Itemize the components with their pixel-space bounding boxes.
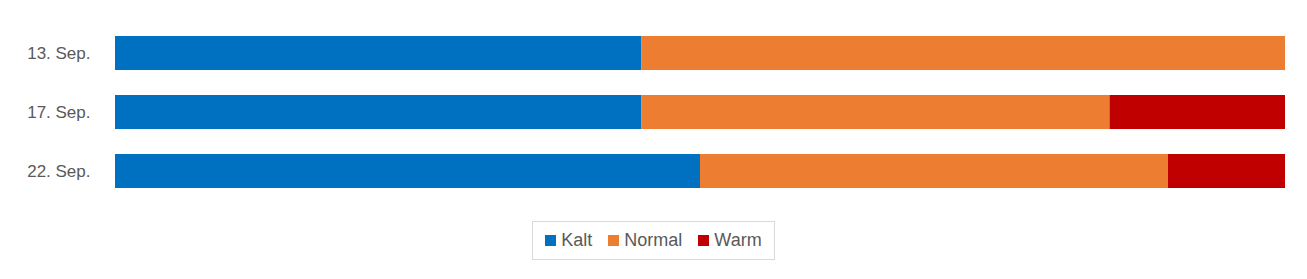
svg-text:13. Sep.: 13. Sep. [27,44,90,63]
html-text:Normal: Normal [624,230,683,250]
svg-text:22. Sep.: 22. Sep. [27,162,90,181]
html-text:Warm: Warm [714,230,762,250]
html-text:Kalt: Kalt [561,230,593,250]
svg-text:17. Sep.: 17. Sep. [27,103,90,122]
